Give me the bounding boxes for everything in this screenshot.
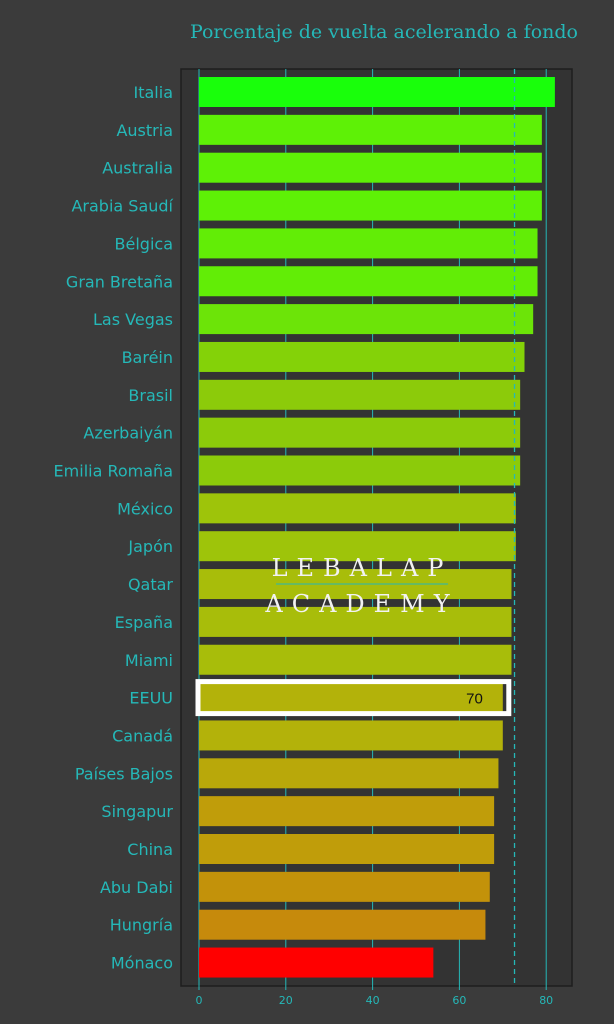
category-label: Qatar: [128, 575, 173, 594]
bar: [199, 228, 538, 259]
bar: [199, 644, 512, 675]
category-label: Japón: [127, 537, 173, 556]
bar: [199, 606, 512, 637]
category-label: Abu Dabi: [100, 878, 173, 897]
category-label: Arabia Saudí: [71, 197, 173, 216]
grid-lines: [198, 69, 547, 986]
tick-label: 20: [279, 994, 293, 1007]
category-label: Miami: [125, 651, 173, 670]
bar: [199, 834, 495, 864]
category-label: Brasil: [128, 386, 173, 405]
category-label: Bélgica: [115, 234, 173, 253]
highlight-box: [195, 679, 512, 717]
bar: [199, 114, 542, 145]
category-label: Baréin: [122, 348, 173, 367]
tick-label: 80: [539, 994, 553, 1007]
category-label: Las Vegas: [93, 310, 173, 329]
watermark-line-2: ACADEMY: [264, 590, 458, 618]
category-label: España: [115, 613, 173, 632]
watermark: LEBALAP ACADEMY: [264, 554, 458, 618]
bar: [199, 947, 434, 978]
category-labels: Italia Austria Australia Arabia Saudí Bélgic…: [54, 83, 174, 973]
bar: [199, 77, 555, 107]
category-label: Emilia Romaña: [54, 462, 173, 481]
bar: [199, 531, 516, 562]
chart-title: Porcentaje de vuelta acelerando a fondo: [190, 21, 578, 43]
category-label: Gran Bretaña: [66, 272, 173, 291]
bar: [199, 909, 486, 940]
bar: [199, 266, 538, 297]
category-label: Hungría: [110, 916, 173, 935]
category-label: EEUU: [129, 689, 173, 708]
bar: [199, 796, 495, 827]
x-axis-ticks: 0 20 40 60 80: [196, 986, 553, 1007]
category-label: Azerbaiyán: [83, 424, 173, 443]
data-label: 70: [466, 691, 483, 708]
bar: [199, 379, 521, 410]
category-label: Mónaco: [111, 954, 173, 973]
bar: [199, 758, 499, 789]
plot-panel: [180, 68, 573, 987]
category-label: Austria: [116, 121, 173, 140]
category-label: Singapur: [101, 802, 173, 821]
bar: [199, 493, 516, 524]
bar: [199, 720, 503, 751]
tick-label: 0: [196, 994, 203, 1007]
bar: [199, 682, 503, 713]
category-label: Países Bajos: [75, 764, 173, 783]
category-label: Canadá: [112, 726, 173, 745]
highlight: 70: [195, 679, 512, 717]
bar: [199, 417, 521, 448]
bars: [199, 77, 555, 978]
category-label: Italia: [134, 83, 174, 102]
bar: [199, 341, 525, 372]
tick-label: 60: [452, 994, 466, 1007]
tick-label: 40: [366, 994, 380, 1007]
bar: [199, 152, 542, 183]
bar: [199, 190, 542, 221]
bar: [199, 871, 490, 902]
bar: [199, 304, 534, 335]
category-label: México: [117, 499, 173, 518]
bar: [199, 455, 521, 486]
category-label: China: [127, 840, 173, 859]
category-label: Australia: [102, 159, 173, 178]
watermark-line-1: LEBALAP: [272, 554, 453, 582]
